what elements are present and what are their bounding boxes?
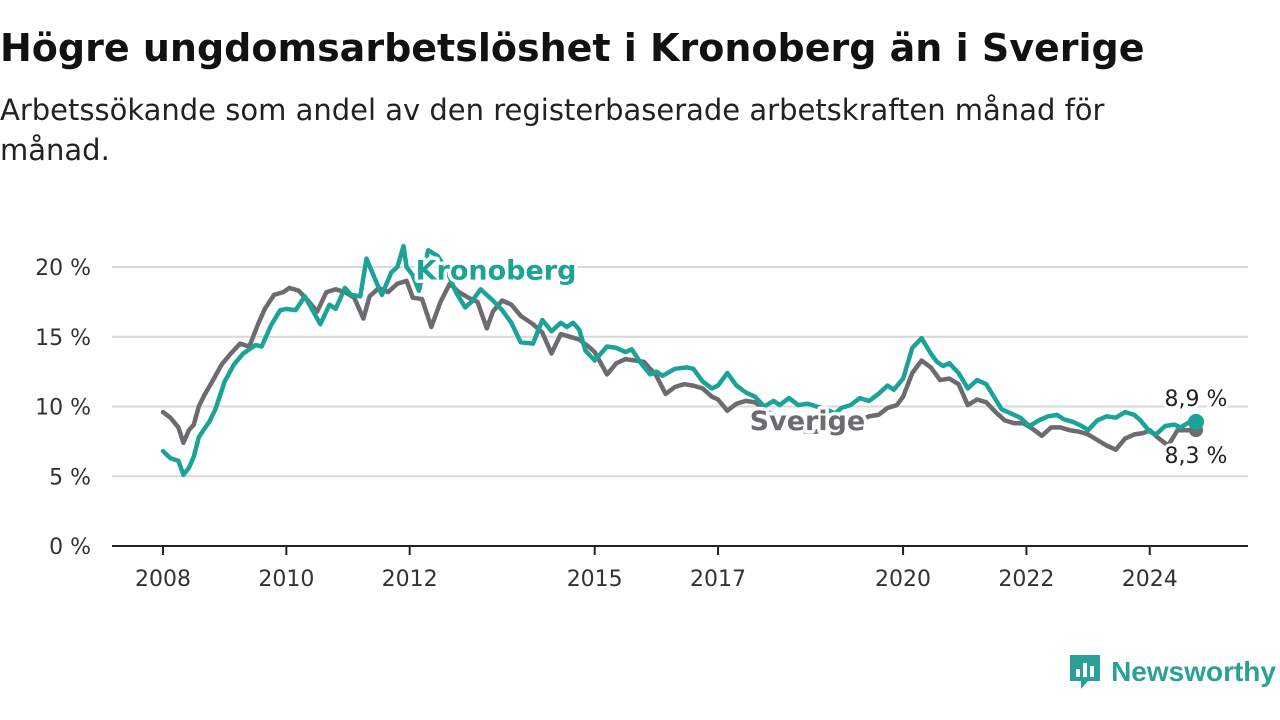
sverige-series-label: Sverige xyxy=(750,406,866,437)
x-tick-label: 2022 xyxy=(998,567,1054,592)
y-tick-label: 0 % xyxy=(49,535,91,560)
kronoberg-line xyxy=(160,243,1199,478)
sverige-end-label: 8,3 % xyxy=(1165,444,1228,469)
bar-chart-speech-icon xyxy=(1070,655,1101,689)
sverige-line xyxy=(160,278,1199,452)
axes: 0 % 5 % 10 % 15 % 20 % 2008 2010 2012 2015 2017 20… xyxy=(35,256,1248,592)
line-chart: 0 % 5 % 10 % 15 % 20 % 2008 2010 2012 2015 2017 20… xyxy=(35,243,1248,592)
x-tick-label: 2008 xyxy=(135,567,191,592)
x-tick-label: 2015 xyxy=(567,567,623,592)
x-tick-label: 2010 xyxy=(258,567,314,592)
y-tick-label: 15 % xyxy=(35,326,91,351)
kronoberg-end-label: 8,9 % xyxy=(1165,387,1228,412)
y-tick-label: 10 % xyxy=(35,396,91,421)
page-subtitle: Arbetssökande som andel av den registerb… xyxy=(0,93,1105,167)
x-tick-label: 2012 xyxy=(382,567,438,592)
page-title: Högre ungdomsarbetslöshet i Kronoberg än… xyxy=(0,26,1145,70)
newsworthy-logo: Newsworthy xyxy=(1067,652,1276,692)
y-tick-label: 5 % xyxy=(49,465,91,490)
series-labels: Kronoberg Sverige 8,9 % 8,3 % xyxy=(412,252,1230,472)
x-tick-label: 2024 xyxy=(1122,567,1178,592)
brand-name: Newsworthy xyxy=(1111,656,1276,687)
kronoberg-end-point xyxy=(1188,413,1204,430)
gridlines xyxy=(112,266,1248,478)
y-tick-label: 20 % xyxy=(35,256,91,281)
x-tick-label: 2020 xyxy=(875,567,931,592)
kronoberg-series-label: Kronoberg xyxy=(416,256,577,287)
series-lines xyxy=(160,243,1204,478)
x-tick-label: 2017 xyxy=(690,567,746,592)
